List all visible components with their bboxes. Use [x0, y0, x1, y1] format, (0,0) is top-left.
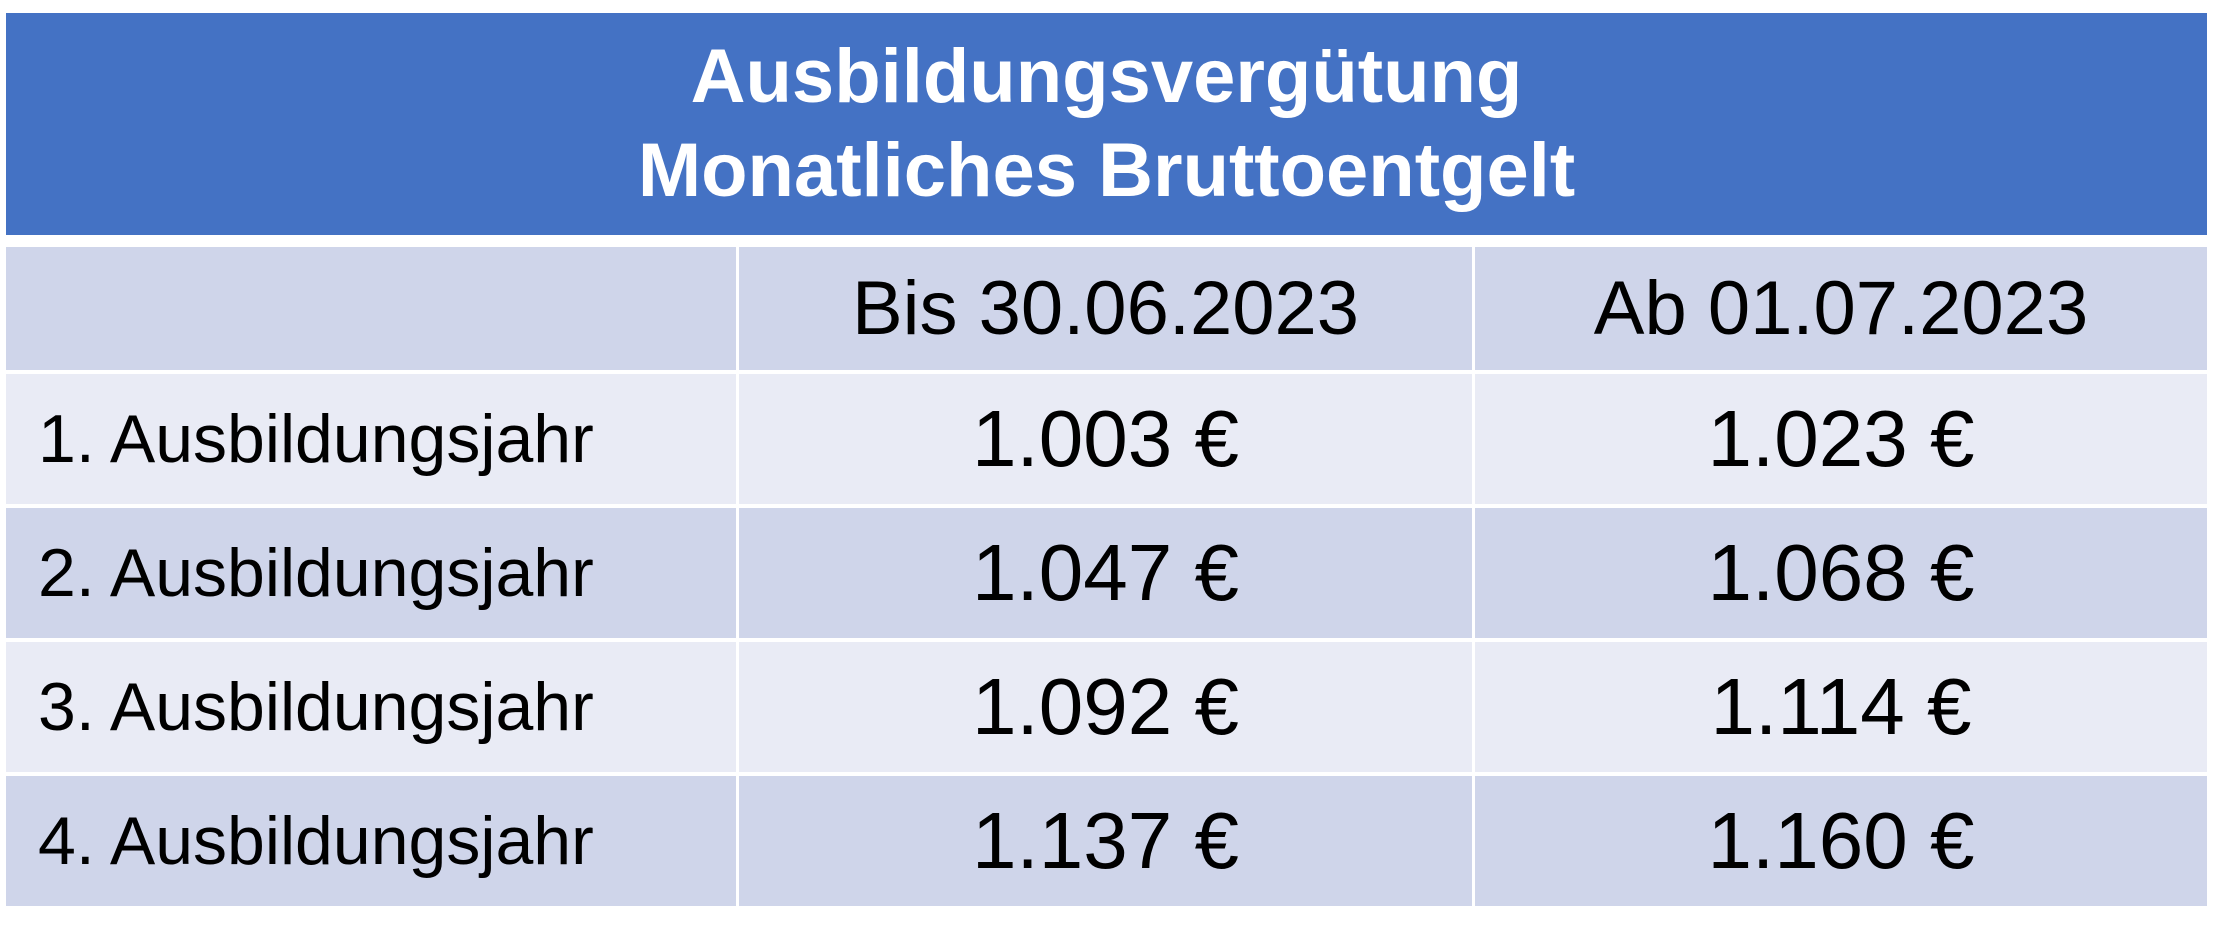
row-label: 4. Ausbildungsjahr: [6, 776, 736, 906]
value-from: 1.023 €: [1475, 374, 2207, 504]
value-until: 1.092 €: [739, 642, 1472, 772]
value-until: 1.003 €: [739, 374, 1472, 504]
value-until: 1.047 €: [739, 508, 1472, 638]
row-label: 1. Ausbildungsjahr: [6, 374, 736, 504]
salary-table: Ausbildungsvergütung Monatliches Bruttoe…: [6, 13, 2207, 931]
value-until: 1.137 €: [739, 776, 1472, 906]
value-from: 1.114 €: [1475, 642, 2207, 772]
table-title: Ausbildungsvergütung Monatliches Bruttoe…: [6, 13, 2207, 235]
table-body: Bis 30.06.2023 Ab 01.07.2023 1. Ausbildu…: [6, 247, 2207, 906]
title-line-2: Monatliches Bruttoentgelt: [637, 128, 1576, 213]
header-cell-from: Ab 01.07.2023: [1475, 247, 2207, 370]
title-line-1: Ausbildungsvergütung: [690, 34, 1523, 119]
header-cell-until: Bis 30.06.2023: [739, 247, 1472, 370]
header-cell-empty: [6, 247, 736, 370]
value-from: 1.068 €: [1475, 508, 2207, 638]
row-label: 3. Ausbildungsjahr: [6, 642, 736, 772]
row-label: 2. Ausbildungsjahr: [6, 508, 736, 638]
value-from: 1.160 €: [1475, 776, 2207, 906]
